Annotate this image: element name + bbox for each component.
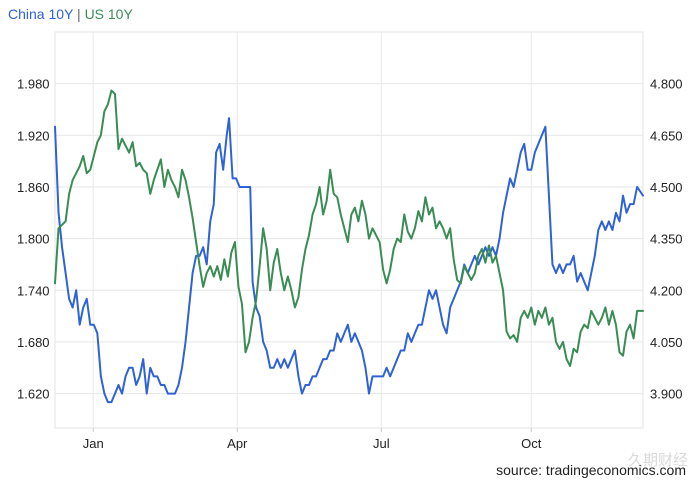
right-axis-tick-label: 4.350 [650,232,683,247]
x-axis-tick-label: Jan [83,436,104,451]
x-axis-tick-label: Jul [373,436,390,451]
watermark-logo: 久期财经 [627,451,688,469]
right-axis-tick-label: 4.200 [650,283,683,298]
left-axis-tick-label: 1.740 [17,283,50,298]
x-axis-tick-label: Oct [521,436,542,451]
left-axis-tick-label: 1.680 [17,335,50,350]
right-axis-tick-label: 3.900 [650,387,683,402]
right-axis-ticks: 3.900 4.050 4.200 4.350 4.500 4.650 4.800 [650,77,683,402]
grid-lines [54,31,644,429]
series-line-china-10y[interactable] [54,117,644,404]
right-axis-tick-label: 4.050 [650,335,683,350]
left-axis-tick-label: 1.860 [17,180,50,195]
legend-separator: | [77,6,81,22]
right-axis-tick-label: 4.800 [650,77,683,92]
series-line-us-10y[interactable] [54,89,644,368]
legend: China 10Y | US 10Y [8,6,133,22]
right-axis-tick-label: 4.500 [650,180,683,195]
left-axis-ticks: 1.620 1.680 1.740 1.800 1.860 1.920 1.980 [17,77,50,402]
left-axis-tick-label: 1.800 [17,232,50,247]
series-lines [54,89,644,404]
x-axis-ticks: Jan Apr Jul Oct [83,428,542,451]
left-axis-tick-label: 1.980 [17,77,50,92]
x-axis-tick-label: Apr [227,436,248,451]
source-text[interactable]: source: tradingeconomics.com [496,462,686,478]
left-axis-tick-label: 1.620 [17,387,50,402]
right-axis-tick-label: 4.650 [650,128,683,143]
left-axis-tick-label: 1.920 [17,128,50,143]
legend-us-10y[interactable]: US 10Y [84,6,133,22]
legend-china-10y[interactable]: China 10Y [8,6,74,22]
plot-frame [54,31,644,429]
